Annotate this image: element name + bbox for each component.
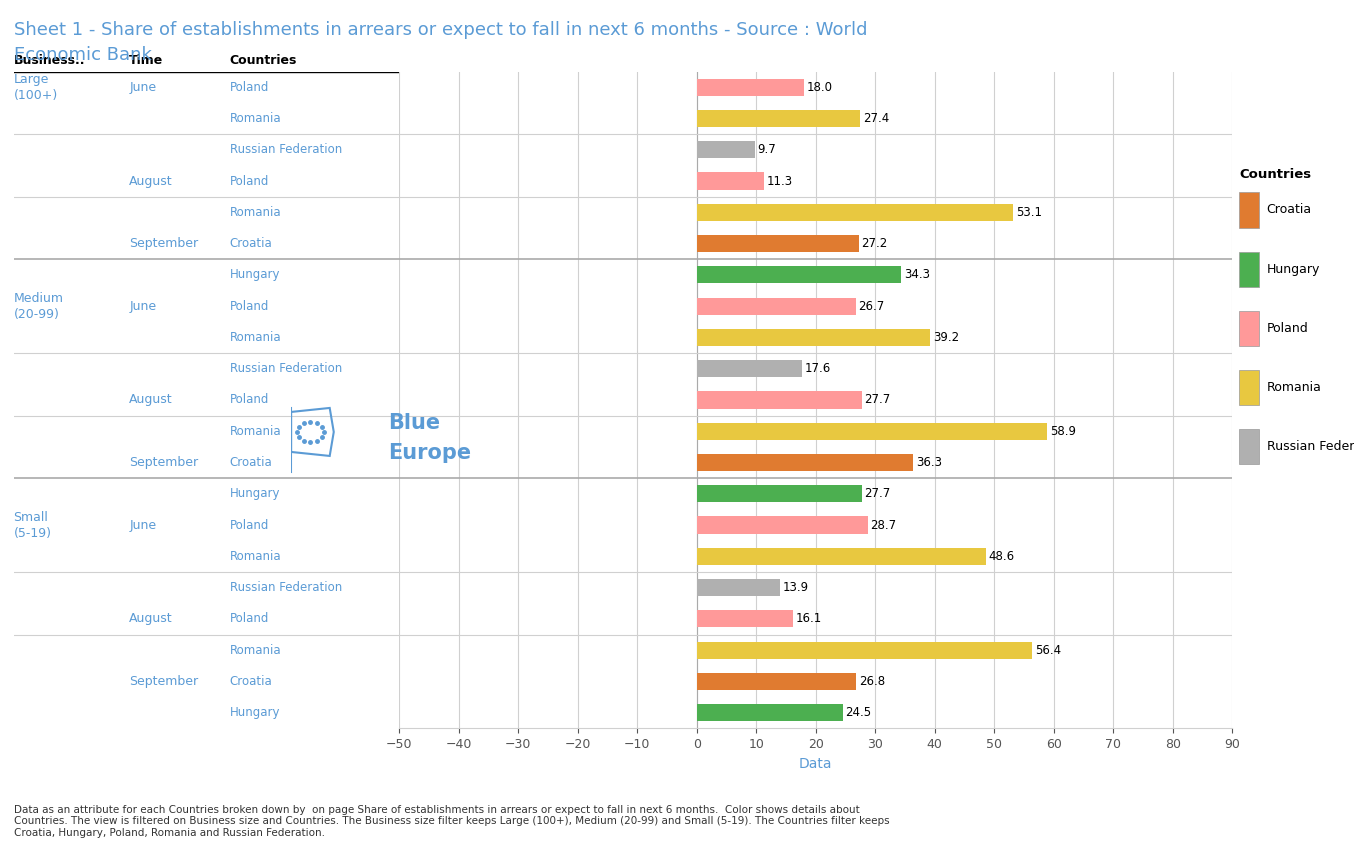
Text: 34.3: 34.3 [904,269,930,281]
Bar [1239,370,1259,405]
Bar [697,173,764,189]
Text: Croatia: Croatia [230,237,272,250]
Text: 9.7: 9.7 [757,143,776,157]
Bar [697,673,856,690]
Text: 36.3: 36.3 [915,456,942,469]
Bar [697,109,860,127]
Bar [1239,311,1259,346]
Text: 17.6: 17.6 [804,362,831,376]
Bar [697,204,1013,221]
Text: Romania: Romania [230,112,282,125]
Bar [697,78,804,96]
Text: Poland: Poland [230,393,269,407]
Text: 26.8: 26.8 [860,675,886,688]
Bar [697,392,861,408]
Text: Time: Time [130,54,164,67]
Bar [1239,429,1259,465]
Text: June: June [130,81,157,93]
Bar [697,297,856,315]
Bar [697,485,861,503]
Text: Hungary: Hungary [230,269,280,281]
X-axis label: Data: Data [799,757,833,770]
Bar [697,642,1032,658]
Bar [697,360,802,377]
Text: Blue: Blue [389,413,440,433]
Bar [697,423,1047,440]
Text: August: August [130,393,173,407]
Text: Poland: Poland [230,81,269,93]
Text: 58.9: 58.9 [1051,424,1076,438]
Text: Sheet 1 - Share of establishments in arrears or expect to fall in next 6 months : Sheet 1 - Share of establishments in arr… [14,21,867,39]
Text: 39.2: 39.2 [933,331,959,344]
Text: Medium
(20-99): Medium (20-99) [14,291,64,321]
Text: Data as an attribute for each Countries broken down by  on page Share of establi: Data as an attribute for each Countries … [14,805,890,838]
Text: 27.7: 27.7 [865,393,891,407]
Bar [697,579,780,596]
Text: Croatia: Croatia [1267,204,1312,216]
Text: Romania: Romania [1267,381,1322,394]
Text: 11.3: 11.3 [766,174,793,188]
Text: September: September [130,456,199,469]
Text: Poland: Poland [230,300,269,312]
Bar [697,704,842,722]
Text: 24.5: 24.5 [845,706,872,719]
Bar [697,454,913,471]
Text: Romania: Romania [230,550,282,562]
Bar [697,547,986,565]
Text: Poland: Poland [230,612,269,626]
Text: 27.4: 27.4 [862,112,890,125]
Text: Romania: Romania [230,331,282,344]
Text: Hungary: Hungary [230,706,280,719]
Text: Countries: Countries [1239,168,1311,181]
Text: Small
(5-19): Small (5-19) [14,510,51,540]
Text: 26.7: 26.7 [858,300,886,312]
Text: Europe: Europe [389,443,471,462]
Text: 27.2: 27.2 [861,237,888,250]
Text: Romania: Romania [230,643,282,657]
Text: Economic Bank: Economic Bank [14,46,152,64]
Text: June: June [130,519,157,531]
Text: Poland: Poland [230,519,269,531]
Bar [697,235,858,253]
Text: 56.4: 56.4 [1036,643,1062,657]
Text: Croatia: Croatia [230,675,272,688]
Bar [1239,192,1259,227]
Text: 28.7: 28.7 [871,519,896,531]
Text: August: August [130,612,173,626]
Bar [697,266,900,284]
Text: 13.9: 13.9 [783,581,808,594]
Text: 53.1: 53.1 [1016,205,1041,219]
Bar [697,610,792,627]
Text: 16.1: 16.1 [796,612,822,626]
Text: Hungary: Hungary [230,488,280,500]
Text: Poland: Poland [230,174,269,188]
Bar [697,141,754,158]
Text: September: September [130,237,199,250]
Text: Russian Federation: Russian Federation [230,143,343,157]
Text: Romania: Romania [230,424,282,438]
Bar [1239,252,1259,287]
Text: Romania: Romania [230,205,282,219]
Text: Russian Federation: Russian Federation [230,362,343,376]
Text: August: August [130,174,173,188]
Text: Russian Federation: Russian Federation [230,581,343,594]
Text: Large
(100+): Large (100+) [14,72,58,102]
Text: Croatia: Croatia [230,456,272,469]
Text: 48.6: 48.6 [988,550,1016,562]
Text: Business..: Business.. [14,54,85,67]
Text: 27.7: 27.7 [865,488,891,500]
Bar [697,328,930,346]
Text: Russian Federation: Russian Federation [1267,440,1354,453]
Bar [697,516,868,534]
Text: September: September [130,675,199,688]
Text: 18.0: 18.0 [807,81,833,93]
Text: June: June [130,300,157,312]
Text: Poland: Poland [1267,322,1308,335]
Text: Hungary: Hungary [1267,263,1320,275]
Text: Countries: Countries [230,54,297,67]
